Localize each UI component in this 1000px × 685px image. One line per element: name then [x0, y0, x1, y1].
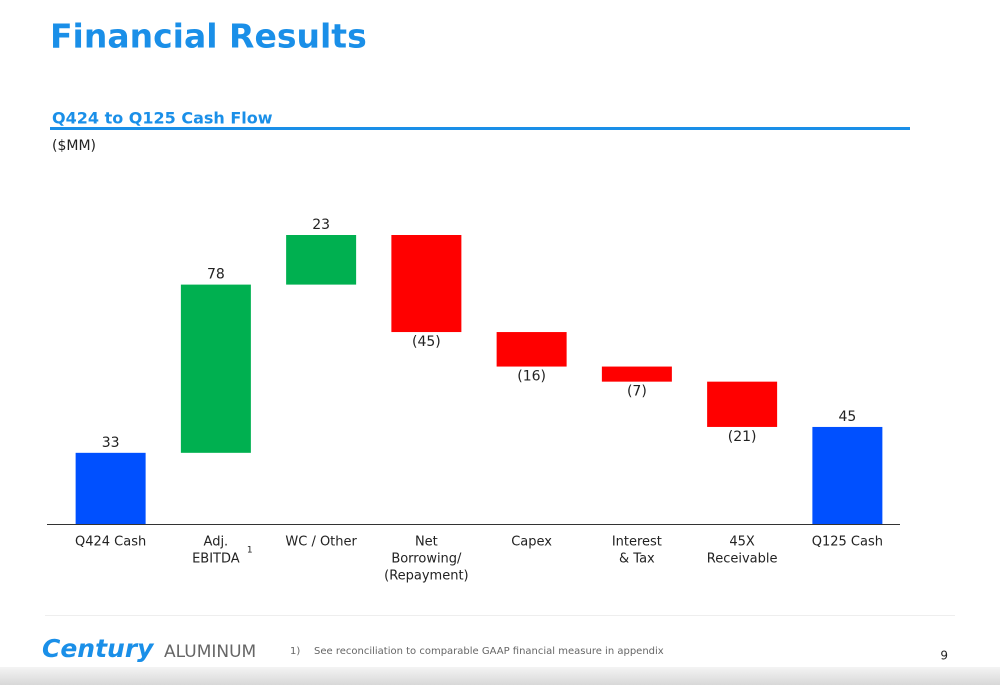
- footnote-marker: 1): [290, 646, 300, 657]
- data-label: 78: [207, 267, 225, 283]
- x-tick-label: Q125 Cash: [812, 535, 883, 550]
- x-tick-label: Capex: [511, 535, 552, 550]
- category-superscript: 1: [247, 546, 253, 556]
- page-number: 9: [940, 649, 948, 663]
- data-label: (16): [517, 369, 546, 385]
- bar: [180, 284, 251, 453]
- x-tick-label: Receivable: [707, 552, 778, 567]
- bar: [496, 332, 567, 367]
- x-tick-label: & Tax: [619, 552, 655, 567]
- data-label: 33: [102, 435, 120, 451]
- x-tick-label: 45X: [729, 535, 755, 550]
- footnote: See reconciliation to comparable GAAP fi…: [314, 646, 664, 657]
- x-tick-label: (Repayment): [384, 569, 469, 584]
- data-label: 23: [312, 217, 330, 233]
- x-tick-label: Borrowing/: [391, 552, 462, 567]
- x-tick-label: Q424 Cash: [75, 535, 146, 550]
- x-tick-label: Net: [415, 535, 438, 550]
- x-tick-label: EBITDA: [192, 552, 240, 567]
- brand-bold: Century: [42, 634, 155, 663]
- bottom-band: [0, 667, 1000, 685]
- bar: [707, 381, 778, 427]
- x-tick-label: Adj.: [204, 535, 229, 550]
- brand-light: ALUMINUM: [164, 642, 256, 662]
- bar: [286, 235, 357, 285]
- bar: [75, 452, 146, 524]
- bar: [391, 235, 462, 333]
- bar: [812, 426, 883, 524]
- bar: [601, 366, 672, 382]
- data-label: (7): [627, 384, 647, 400]
- data-label: (21): [728, 429, 757, 445]
- x-tick-label: WC / Other: [285, 535, 357, 550]
- data-label: 45: [838, 409, 856, 425]
- chart-title: Q424 to Q125 Cash Flow: [52, 109, 273, 128]
- slide-title: Financial Results: [50, 17, 367, 56]
- data-label: (45): [412, 334, 441, 350]
- chart-subtitle: ($MM): [52, 138, 96, 154]
- x-tick-label: Interest: [612, 535, 662, 550]
